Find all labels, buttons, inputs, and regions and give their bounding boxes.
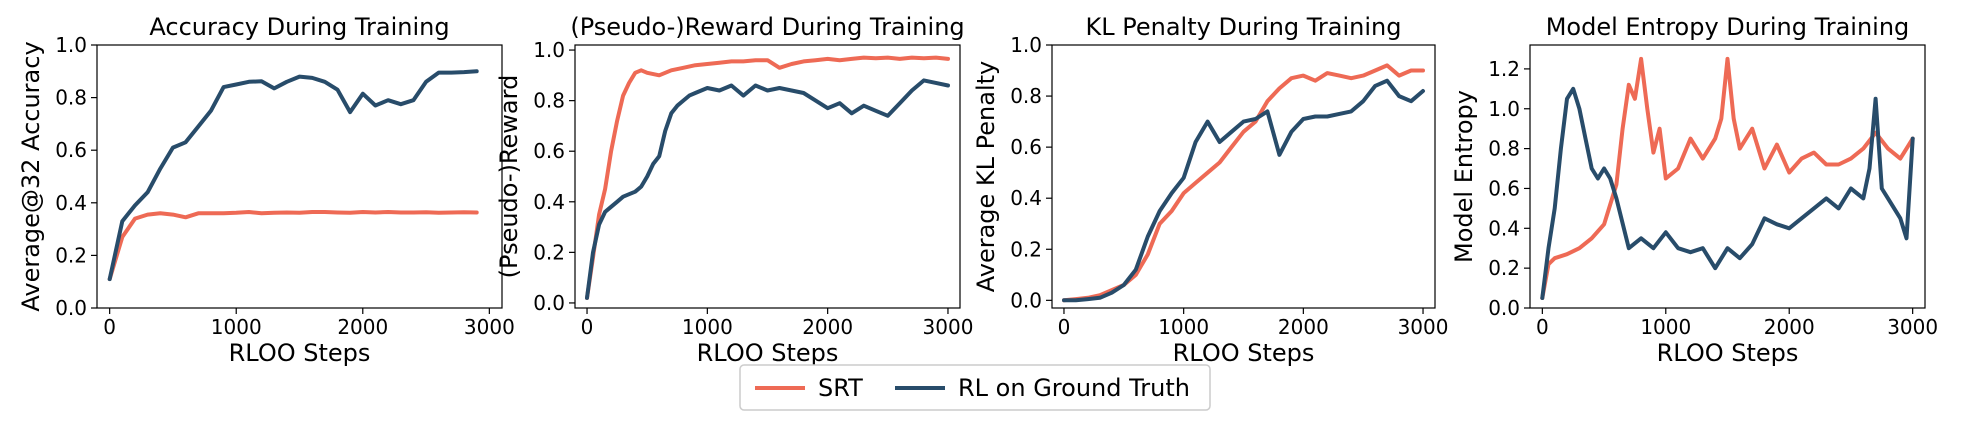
series-line-srt <box>1540 56 1915 300</box>
x-tick-label: 2000 <box>1278 315 1329 339</box>
x-tick-label: 0 <box>1058 315 1071 339</box>
y-tick-label: 0.4 <box>55 191 87 215</box>
x-tick-label: 0 <box>581 315 594 339</box>
charts-layer: Accuracy During Training 0 1000 2000 3000 0.0… <box>17 13 1938 367</box>
y-tick-label: 0.2 <box>55 243 87 267</box>
x-tick-label: 3000 <box>464 315 515 339</box>
y-tick-label: 1.0 <box>1010 33 1042 57</box>
y-tick-label: 0.8 <box>1010 84 1042 108</box>
y-axis-label: Average@32 Accuracy <box>17 41 45 311</box>
y-tick-label: 0.6 <box>533 139 565 163</box>
y-tick-label: 0.0 <box>1488 296 1520 320</box>
plot-frame <box>96 44 503 309</box>
x-tick-label: 0 <box>1536 315 1549 339</box>
series-line-ground-truth <box>1062 78 1425 303</box>
legend-label-srt: SRT <box>818 374 863 402</box>
legend-frame <box>739 364 1211 411</box>
y-axis-label: (Pseudo-)Reward <box>495 75 523 279</box>
y-tick-label: 0.0 <box>1010 288 1042 312</box>
y-tick-label: 0.8 <box>55 86 87 110</box>
series-line-ground-truth <box>585 78 950 300</box>
x-axis-label: RLOO Steps <box>1173 339 1315 367</box>
x-tick-label: 2000 <box>337 315 388 339</box>
chart-3: KL Penalty During Training 0 1000 2000 3000 0… <box>972 13 1448 367</box>
x-tick-label: 3000 <box>923 315 974 339</box>
y-tick-label: 0.6 <box>55 138 87 162</box>
chart-4: Model Entropy During Training 0 1000 2000 30… <box>1450 13 1938 367</box>
y-tick-label: 0.6 <box>1488 176 1520 200</box>
x-tick-label: 1000 <box>211 315 262 339</box>
series-line-ground-truth <box>107 69 479 282</box>
x-axis-label: RLOO Steps <box>697 339 839 367</box>
legend: SRT RL on Ground Truth <box>739 364 1211 411</box>
chart-2: (Pseudo-)Reward During Training 0 1000 2000… <box>495 13 973 367</box>
x-axis-label: RLOO Steps <box>229 339 371 367</box>
y-axis-label: Model Entropy <box>1450 90 1478 263</box>
x-tick-label: 1000 <box>1158 315 1209 339</box>
x-tick-label: 1000 <box>1640 315 1691 339</box>
y-axis-label: Average KL Penalty <box>972 61 1000 293</box>
x-tick-label: 3000 <box>1398 315 1449 339</box>
chart-1: Accuracy During Training 0 1000 2000 3000 0.0… <box>17 13 515 367</box>
y-tick-label: 1.0 <box>1488 97 1520 121</box>
y-tick-label: 0.2 <box>533 240 565 264</box>
y-tick-label: 0.0 <box>55 296 87 320</box>
y-tick-label: 0.2 <box>1010 237 1042 261</box>
y-tick-label: 0.2 <box>1488 256 1520 280</box>
x-tick-label: 1000 <box>682 315 733 339</box>
y-tick-label: 1.0 <box>533 38 565 62</box>
chart-title: (Pseudo-)Reward During Training <box>570 13 964 41</box>
y-tick-label: 0.4 <box>1010 186 1042 210</box>
chart-title: Model Entropy During Training <box>1546 13 1910 41</box>
x-tick-label: 3000 <box>1887 315 1938 339</box>
x-tick-label: 2000 <box>1764 315 1815 339</box>
y-tick-label: 0.4 <box>533 190 565 214</box>
x-tick-label: 0 <box>103 315 116 339</box>
y-tick-label: 1.2 <box>1488 57 1520 81</box>
x-axis-label: RLOO Steps <box>1657 339 1799 367</box>
x-tick-label: 2000 <box>802 315 853 339</box>
chart-title: KL Penalty During Training <box>1086 13 1402 41</box>
series-line-srt <box>1062 63 1425 303</box>
y-tick-label: 0.4 <box>1488 216 1520 240</box>
legend-label-ground-truth: RL on Ground Truth <box>958 374 1190 402</box>
series-line-srt <box>585 55 950 300</box>
plot-frame <box>1051 44 1436 309</box>
y-tick-label: 1.0 <box>55 33 87 57</box>
plot-frame <box>1529 44 1926 309</box>
y-tick-label: 0.8 <box>1488 137 1520 161</box>
y-tick-label: 0.6 <box>1010 135 1042 159</box>
chart-title: Accuracy During Training <box>149 13 449 41</box>
series-line-ground-truth <box>1540 86 1915 300</box>
y-tick-label: 0.8 <box>533 89 565 113</box>
plot-frame <box>574 44 961 309</box>
series-line-srt <box>107 210 479 282</box>
y-tick-label: 0.0 <box>533 291 565 315</box>
